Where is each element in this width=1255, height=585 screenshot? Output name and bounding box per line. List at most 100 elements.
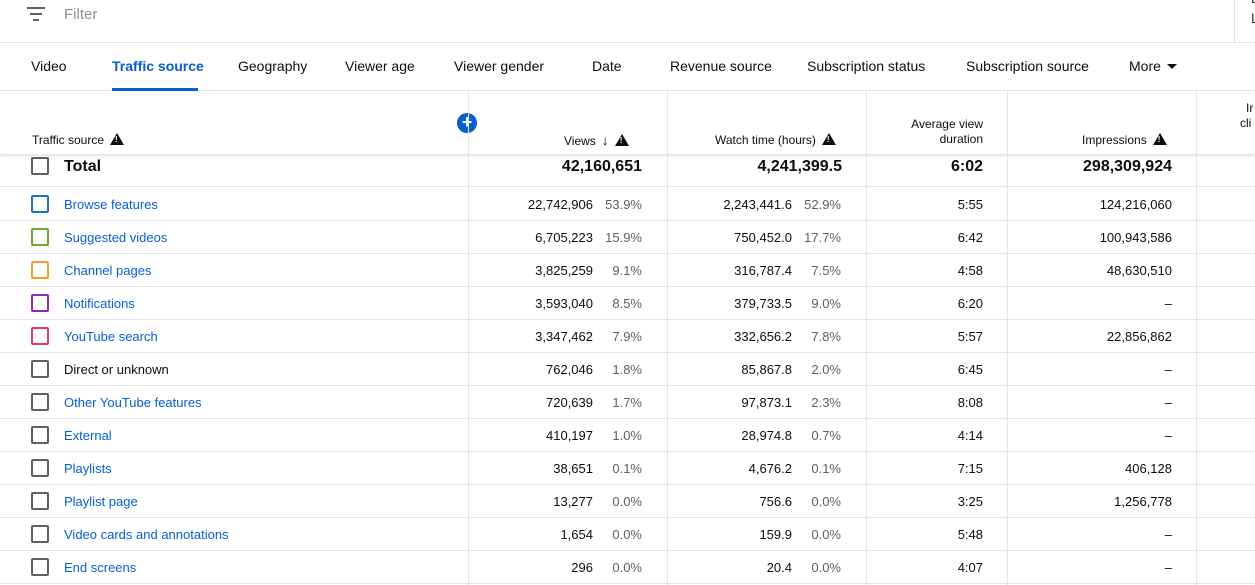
watch-time-value: 20.4 [766, 560, 792, 575]
traffic-source-link[interactable]: Video cards and annotations [64, 527, 229, 542]
table-row: End screens 296 0.0% 20.4 0.0% 4:07 – [0, 551, 1255, 584]
header-traffic-source[interactable]: Traffic source [32, 133, 125, 147]
row-checkbox[interactable] [31, 525, 49, 543]
avg-duration-value: 4:07 [957, 560, 983, 575]
watch-time-value: 332,656.2 [734, 329, 792, 344]
row-checkbox[interactable] [31, 492, 49, 510]
views-percent: 8.5% [612, 296, 642, 311]
traffic-source-link[interactable]: YouTube search [64, 329, 158, 344]
tab-traffic-source[interactable]: Traffic source [112, 58, 204, 74]
watch-time-percent: 7.8% [811, 329, 841, 344]
row-checkbox[interactable] [31, 558, 49, 576]
traffic-source-link[interactable]: Playlists [64, 461, 112, 476]
row-checkbox[interactable] [31, 360, 49, 378]
views-percent: 1.0% [612, 428, 642, 443]
traffic-source-link[interactable]: External [64, 428, 112, 443]
row-checkbox[interactable] [31, 393, 49, 411]
views-value: 13,277 [553, 494, 593, 509]
watch-time-percent: 0.1% [811, 461, 841, 476]
watch-time-value: 750,452.0 [734, 230, 792, 245]
views-value: 22,742,906 [527, 197, 593, 212]
watch-time-value: 28,974.8 [741, 428, 792, 443]
header-impressions[interactable]: Impressions [1082, 133, 1167, 147]
watch-time-percent: 17.7% [804, 230, 841, 245]
row-checkbox[interactable] [31, 426, 49, 444]
add-column-button[interactable]: + [457, 113, 477, 133]
header-cut-line2: cli [1240, 116, 1252, 130]
tab-geography[interactable]: Geography [238, 58, 308, 74]
watch-time-value: 97,873.1 [741, 395, 792, 410]
row-checkbox[interactable] [31, 228, 49, 246]
row-checkbox[interactable] [31, 195, 49, 213]
tab-subscription-status[interactable]: Subscription status [807, 58, 926, 74]
watch-time-value: 85,867.8 [741, 362, 792, 377]
views-value: 6,705,223 [535, 230, 593, 245]
active-tab-indicator [112, 88, 198, 91]
traffic-source-link[interactable]: Other YouTube features [64, 395, 202, 410]
tab-bar: Video Traffic source Geography Viewer ag… [0, 43, 1255, 91]
table-row: Video cards and annotations 1,654 0.0% 159.… [0, 518, 1255, 551]
header-watch-time[interactable]: Watch time (hours) [715, 133, 836, 147]
total-row: Total 42,160,651 4,241,399.5 6:02 298,30… [0, 154, 1255, 187]
header-watch-time-label: Watch time (hours) [715, 133, 816, 147]
row-checkbox[interactable] [31, 327, 49, 345]
tab-viewer-age[interactable]: Viewer age [345, 58, 415, 74]
watch-time-percent: 0.0% [811, 560, 841, 575]
impressions-value: – [1164, 560, 1172, 575]
traffic-source-link[interactable]: Channel pages [64, 263, 152, 278]
views-value: 762,046 [546, 362, 593, 377]
header-views-label: Views [564, 134, 596, 148]
traffic-source-link[interactable]: Browse features [64, 197, 158, 212]
impressions-value: 1,256,778 [1114, 494, 1172, 509]
table-row: Playlist page 13,277 0.0% 756.6 0.0% 3:25 1,25… [0, 485, 1255, 518]
traffic-source-link[interactable]: Playlist page [64, 494, 138, 509]
avg-duration-value: 6:45 [957, 362, 983, 377]
traffic-source-link[interactable]: End screens [64, 560, 137, 575]
watch-time-percent: 7.5% [811, 263, 841, 278]
views-percent: 1.8% [612, 362, 642, 377]
views-value: 38,651 [553, 461, 593, 476]
traffic-source-link[interactable]: Notifications [64, 296, 135, 311]
column-divider [667, 91, 668, 585]
column-divider [468, 91, 469, 585]
warning-icon [110, 133, 125, 145]
views-value: 3,347,462 [535, 329, 593, 344]
impressions-value: – [1164, 428, 1172, 443]
select-all-checkbox[interactable] [31, 157, 49, 175]
tab-more[interactable]: More [1129, 58, 1177, 74]
row-checkbox[interactable] [31, 261, 49, 279]
tab-subscription-source[interactable]: Subscription source [966, 58, 1089, 74]
table-row: External 410,197 1.0% 28,974.8 0.7% 4:14 – [0, 419, 1255, 452]
filter-icon[interactable] [27, 7, 45, 21]
header-views[interactable]: Views ↓ [564, 132, 629, 148]
views-value: 720,639 [546, 395, 593, 410]
row-checkbox[interactable] [31, 294, 49, 312]
watch-time-value: 159.9 [759, 527, 792, 542]
impressions-value: – [1164, 527, 1172, 542]
avg-duration-value: 4:58 [957, 263, 983, 278]
traffic-source-link: Direct or unknown [64, 362, 169, 377]
table-row: Direct or unknown 762,046 1.8% 85,867.8 2.0%… [0, 353, 1255, 386]
header-avg-view-duration[interactable]: Average view duration [880, 117, 983, 147]
avg-duration-value: 3:25 [957, 494, 983, 509]
table-header: Traffic source + Views ↓ Watch time (hour… [0, 91, 1255, 154]
views-percent: 1.7% [612, 395, 642, 410]
tab-revenue-source[interactable]: Revenue source [670, 58, 772, 74]
filter-input[interactable]: Filter [64, 6, 98, 23]
views-percent: 0.0% [612, 494, 642, 509]
tab-video[interactable]: Video [31, 58, 67, 74]
tab-viewer-gender[interactable]: Viewer gender [454, 58, 545, 74]
tab-date[interactable]: Date [592, 58, 622, 74]
watch-time-value: 756.6 [759, 494, 792, 509]
views-percent: 0.1% [612, 461, 642, 476]
watch-time-percent: 0.0% [811, 527, 841, 542]
filter-bar: Filter L L [0, 0, 1255, 43]
header-cut-column[interactable]: Ir cli [1240, 101, 1253, 131]
impressions-value: 406,128 [1125, 461, 1172, 476]
views-percent: 15.9% [605, 230, 642, 245]
caret-down-icon [1166, 64, 1177, 69]
column-divider [1196, 91, 1197, 585]
warning-icon [821, 133, 836, 145]
row-checkbox[interactable] [31, 459, 49, 477]
traffic-source-link[interactable]: Suggested videos [64, 230, 168, 245]
